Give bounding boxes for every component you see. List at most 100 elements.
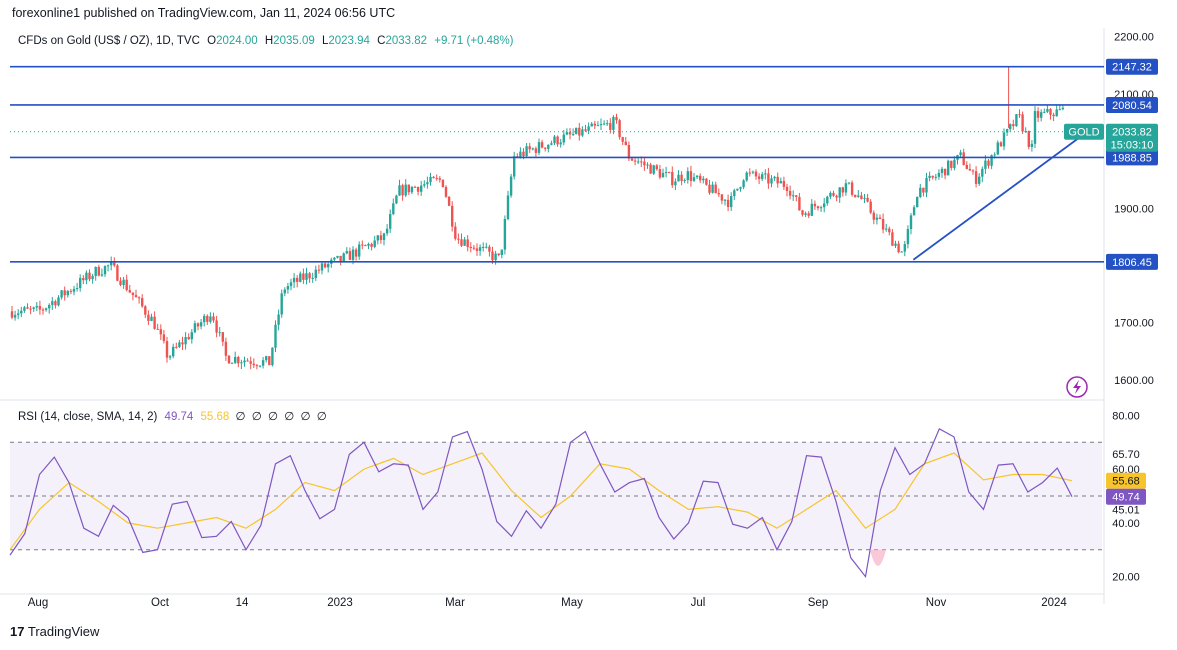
candle-body <box>785 186 789 191</box>
close-value: 2033.82 <box>385 35 428 47</box>
time-axis-label: Oct <box>151 597 170 609</box>
candle-body <box>26 307 29 309</box>
candle-body <box>482 247 485 249</box>
empty-mark: ∅ <box>267 411 279 423</box>
candle-body <box>720 194 724 201</box>
candle-body <box>584 129 587 131</box>
candle-body <box>457 238 460 240</box>
candle-body <box>943 168 947 176</box>
candle-body <box>919 187 922 197</box>
candle-body <box>940 168 944 173</box>
level-tag: 1806.45 <box>1112 257 1152 269</box>
candle-body <box>51 301 54 305</box>
candle-body <box>643 161 646 166</box>
candle-body <box>544 147 547 149</box>
candle-body <box>168 356 172 358</box>
time-axis-label: Sep <box>808 597 828 609</box>
candle-body <box>333 257 336 260</box>
candle-body <box>305 273 308 280</box>
price-axis-label: 1700.00 <box>1114 318 1154 330</box>
candle-body <box>894 243 897 246</box>
candle-body <box>299 273 302 282</box>
candle-body <box>885 228 888 230</box>
candle-body <box>69 290 73 292</box>
candle-body <box>389 214 392 229</box>
candle-body <box>435 178 438 180</box>
candle-body <box>798 196 801 211</box>
candle-body <box>268 356 271 366</box>
candle-body <box>1015 114 1018 127</box>
candle-body <box>509 176 513 196</box>
tradingview-logo-icon: 17 <box>10 624 25 639</box>
candle-body <box>165 341 169 358</box>
candle-body <box>903 244 906 252</box>
candle-body <box>119 280 122 285</box>
candle-body <box>708 184 711 193</box>
candle-body <box>934 176 937 178</box>
candle-body <box>668 172 671 174</box>
rsi-pane <box>9 428 1073 579</box>
symbol-tag: GOLD <box>1068 127 1099 139</box>
candle-body <box>937 172 941 177</box>
candle-body <box>981 168 984 177</box>
candle-body <box>835 195 838 198</box>
candle-body <box>63 290 66 296</box>
rsi-band-area <box>10 441 1102 551</box>
candle-body <box>965 164 968 169</box>
candle-body <box>925 178 928 193</box>
candle-body <box>199 322 203 327</box>
candle-body <box>274 324 277 348</box>
open-label: O <box>207 35 217 47</box>
candle-body <box>869 201 872 213</box>
rsi-ma-line <box>9 452 1073 551</box>
candle-body <box>993 154 996 156</box>
candle-body <box>451 205 454 227</box>
tradingview-brand[interactable]: 17 TradingView <box>10 624 99 639</box>
candle-body <box>658 169 662 178</box>
candle-body <box>788 190 792 196</box>
rsi-value-tag: 49.74 <box>1112 492 1140 504</box>
candle-body <box>488 246 491 252</box>
candle-body <box>97 266 100 276</box>
candle-body <box>612 116 615 130</box>
candle-body <box>469 247 472 249</box>
candle-body <box>618 120 621 138</box>
rsi-ma-legend-value: 55.68 <box>200 411 230 423</box>
symbol-legend[interactable]: CFDs on Gold (US$ / OZ), 1D, TVC O2024.0… <box>18 35 514 47</box>
level-tag-bg <box>1106 253 1158 270</box>
candle-body <box>596 125 600 127</box>
candle-body <box>680 174 683 181</box>
rsi-legend[interactable]: RSI (14, close, SMA, 14, 2) 49.74 55.68 … <box>18 409 327 423</box>
candle-body <box>832 192 835 196</box>
candle-body <box>144 306 147 315</box>
candle-body <box>113 261 116 266</box>
candle-body <box>847 182 851 184</box>
candle-body <box>249 361 252 364</box>
candle-body <box>1012 124 1015 127</box>
candle-body <box>987 160 990 166</box>
candle-body <box>196 323 200 327</box>
candle-body <box>745 172 748 181</box>
candle-body <box>931 175 934 178</box>
candle-body <box>187 337 190 340</box>
candle-body <box>575 127 578 134</box>
candle-body <box>823 203 826 208</box>
rsi-axis-label: 40.00 <box>1112 518 1140 530</box>
candle-body <box>175 346 178 348</box>
candle-body <box>156 328 159 330</box>
candle-body <box>472 247 476 249</box>
candle-body <box>723 199 727 201</box>
candle-body <box>764 173 767 175</box>
candle-body <box>971 170 975 172</box>
candle-body <box>770 178 773 184</box>
candle-body <box>779 181 782 184</box>
level-tag: 1988.85 <box>1112 152 1152 164</box>
candle-body <box>513 156 516 177</box>
candle-body <box>615 116 618 121</box>
lightning-icon[interactable] <box>1066 376 1088 398</box>
rsi-legend-value: 49.74 <box>164 411 194 423</box>
candle-body <box>137 297 141 299</box>
candle-body <box>761 174 764 179</box>
